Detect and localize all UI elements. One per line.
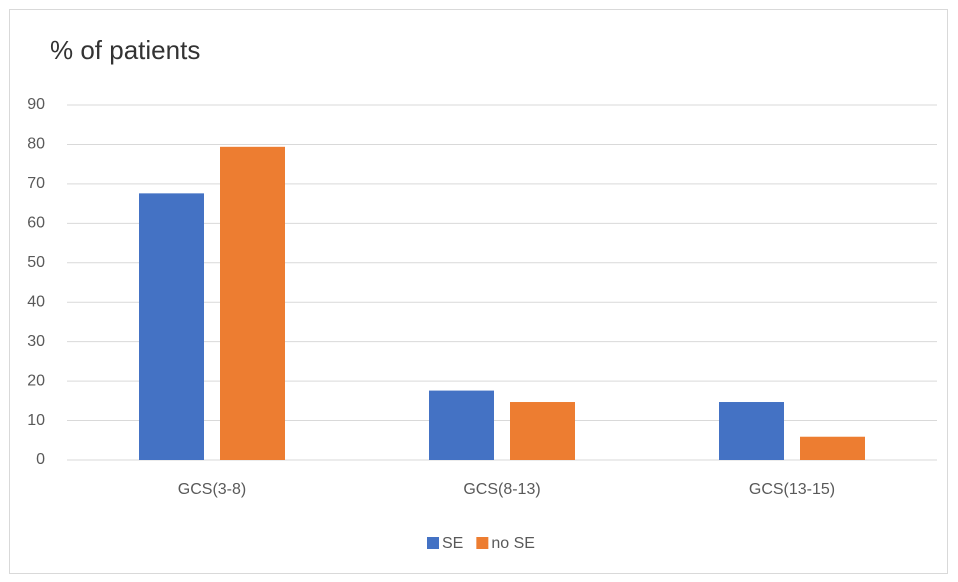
x-tick-label: GCS(3-8) <box>178 481 246 498</box>
x-tick-label: GCS(13-15) <box>749 481 835 498</box>
chart-title: % of patients <box>50 35 200 65</box>
y-tick-label: 20 <box>27 372 45 389</box>
x-tick-label: GCS(8-13) <box>463 481 540 498</box>
y-tick-label: 50 <box>27 254 45 271</box>
legend-swatch <box>427 537 439 549</box>
bar <box>510 402 575 460</box>
y-tick-label: 90 <box>27 96 45 113</box>
bar <box>719 402 784 460</box>
bar <box>139 193 204 460</box>
bar <box>429 390 494 460</box>
bar <box>800 436 865 460</box>
y-tick-label: 60 <box>27 215 45 232</box>
y-tick-label: 10 <box>27 412 45 429</box>
legend-label: no SE <box>491 535 535 552</box>
legend-swatch <box>476 537 489 549</box>
y-tick-label: 40 <box>27 293 45 310</box>
y-tick-label: 70 <box>27 175 45 192</box>
y-tick-label: 30 <box>27 333 45 350</box>
y-tick-label: 80 <box>27 136 45 153</box>
y-tick-label: 0 <box>36 451 45 468</box>
bar <box>220 146 285 461</box>
legend-label: SE <box>442 535 463 552</box>
